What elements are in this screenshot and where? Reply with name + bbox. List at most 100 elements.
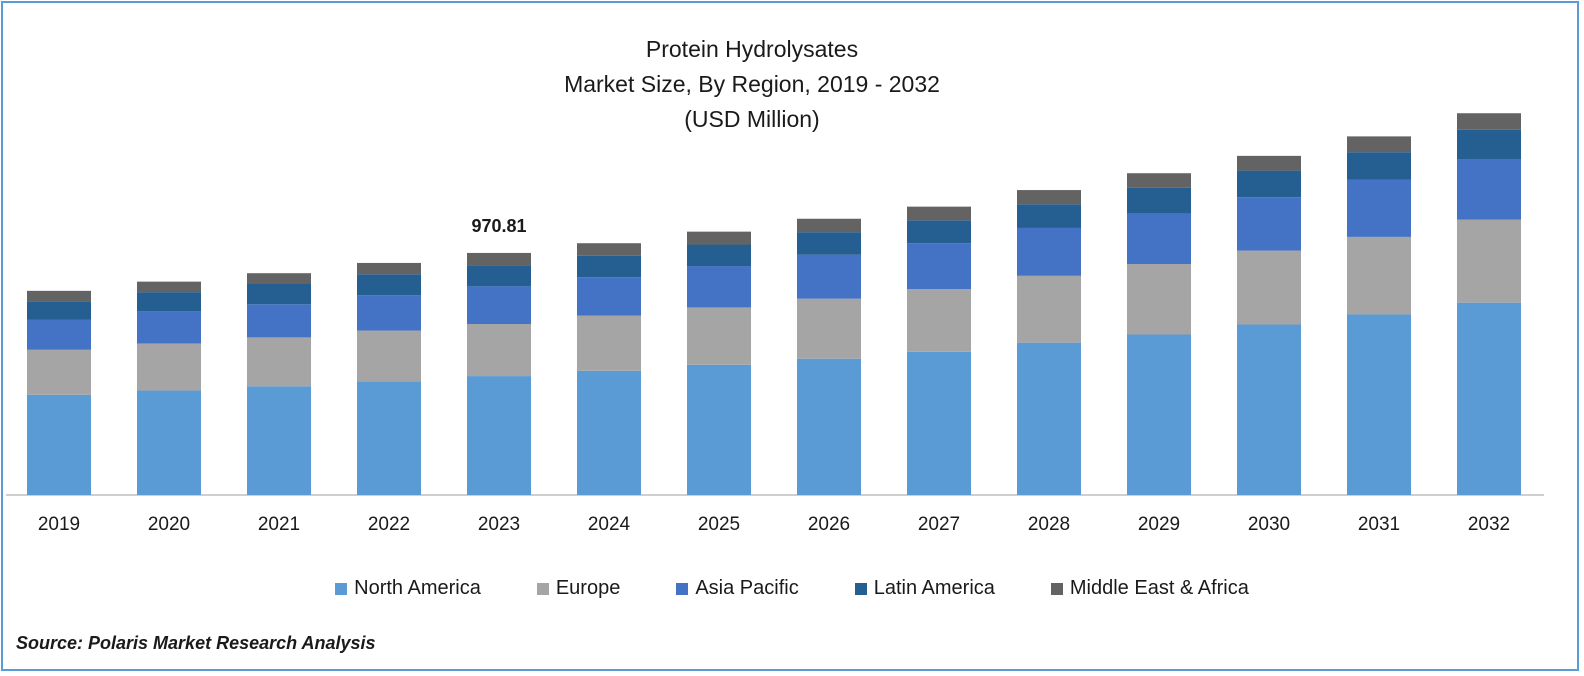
bar-segment-2028-asia-pacific <box>1017 227 1081 276</box>
legend-label: Latin America <box>873 577 995 599</box>
bar-segment-2030-middle-east-africa <box>1237 155 1301 171</box>
x-tick-label-2024: 2024 <box>588 514 631 535</box>
bar-segment-2028-latin-america <box>1017 204 1081 228</box>
legend-item-middle-east-africa: Middle East & Africa <box>1050 577 1249 600</box>
bar-segment-2032-middle-east-africa <box>1457 113 1521 130</box>
legend-swatch <box>676 582 689 595</box>
bar-segment-2019-middle-east-africa <box>27 290 91 302</box>
x-tick-label-2020: 2020 <box>148 514 190 535</box>
bar-segment-2031-latin-america <box>1347 152 1411 180</box>
legend-item-north-america: North America <box>335 577 481 600</box>
data-label-2023: 970.81 <box>471 216 526 236</box>
bar-segment-2021-middle-east-africa <box>247 273 311 284</box>
legend-swatch <box>1050 582 1063 595</box>
legend-label: Asia Pacific <box>695 577 799 599</box>
bar-segment-2030-latin-america <box>1237 170 1301 198</box>
bar-segment-2022-asia-pacific <box>357 295 421 331</box>
x-tick-label-2032: 2032 <box>1468 514 1510 535</box>
x-tick-label-2023: 2023 <box>478 514 520 535</box>
chart-title: Protein Hydrolysates <box>645 36 859 62</box>
x-tick-label-2022: 2022 <box>368 514 410 535</box>
x-tick-label-2027: 2027 <box>918 514 960 535</box>
legend-item-europe: Europe <box>536 577 621 600</box>
bar-segment-2020-asia-pacific <box>137 311 201 344</box>
bar-segment-2030-north-america <box>1237 324 1301 495</box>
legend-label: Middle East & Africa <box>1069 577 1249 599</box>
legend-item-asia-pacific: Asia Pacific <box>676 577 799 600</box>
bar-segment-2027-asia-pacific <box>907 243 971 289</box>
bar-segment-2023-asia-pacific <box>467 286 531 324</box>
bar-segment-2020-europe <box>137 343 201 391</box>
bar-segment-2025-europe <box>687 307 751 365</box>
bar-segment-2027-middle-east-africa <box>907 206 971 221</box>
bar-segment-2019-europe <box>27 349 91 395</box>
x-tick-label-2026: 2026 <box>808 514 850 535</box>
bar-segment-2019-asia-pacific <box>27 319 91 350</box>
bar-segment-2021-asia-pacific <box>247 304 311 338</box>
legend-swatch <box>536 582 549 595</box>
bar-segment-2032-north-america <box>1457 302 1521 495</box>
bar-segment-2019-north-america <box>27 394 91 495</box>
chart-subtitle-line-1: Market Size, By Region, 2019 - 2032 <box>564 71 940 97</box>
bar-segment-2023-europe <box>467 323 531 377</box>
bar-segment-2026-middle-east-africa <box>797 218 861 233</box>
bar-segment-2020-north-america <box>137 390 201 495</box>
bar-segment-2031-europe <box>1347 236 1411 315</box>
bar-segment-2019-latin-america <box>27 301 91 320</box>
bar-segment-2022-north-america <box>357 381 421 495</box>
bar-segment-2031-north-america <box>1347 314 1411 495</box>
legend-item-latin-america: Latin America <box>854 577 995 600</box>
chart-subtitle-line-2: (USD Million) <box>684 106 820 132</box>
bar-segment-2031-middle-east-africa <box>1347 136 1411 153</box>
bar-segment-2021-latin-america <box>247 283 311 305</box>
bar-segment-2023-middle-east-africa <box>467 252 531 266</box>
bar-segment-2022-europe <box>357 330 421 382</box>
bar-segment-2028-middle-east-africa <box>1017 190 1081 205</box>
bar-segment-2029-latin-america <box>1127 187 1191 214</box>
x-tick-label-2021: 2021 <box>258 514 300 535</box>
chart-title-block: Protein Hydrolysates Market Size, By Reg… <box>0 32 1504 137</box>
bar-segment-2029-middle-east-africa <box>1127 173 1191 188</box>
x-tick-label-2025: 2025 <box>698 514 740 535</box>
bar-segment-2025-north-america <box>687 364 751 495</box>
bar-segment-2024-latin-america <box>577 255 641 278</box>
legend-label: Europe <box>555 577 621 599</box>
x-tick-label-2029: 2029 <box>1138 514 1180 535</box>
bar-segment-2024-europe <box>577 315 641 371</box>
x-tick-label-2028: 2028 <box>1028 514 1070 535</box>
bar-segment-2028-europe <box>1017 275 1081 343</box>
bar-segment-2027-latin-america <box>907 220 971 244</box>
bar-segment-2026-north-america <box>797 358 861 495</box>
bar-segment-2020-middle-east-africa <box>137 281 201 293</box>
bar-segment-2032-asia-pacific <box>1457 159 1521 220</box>
x-tick-label-2019: 2019 <box>38 514 80 535</box>
bar-segment-2026-europe <box>797 298 861 359</box>
bar-segment-2023-latin-america <box>467 265 531 287</box>
bar-segment-2026-asia-pacific <box>797 254 861 299</box>
bar-segment-2025-asia-pacific <box>687 266 751 308</box>
bar-segment-2031-asia-pacific <box>1347 179 1411 237</box>
bar-segment-2021-north-america <box>247 386 311 495</box>
bar-segment-2029-europe <box>1127 263 1191 335</box>
bar-segment-2027-north-america <box>907 351 971 495</box>
bar-segment-2021-europe <box>247 337 311 387</box>
bar-segment-2029-asia-pacific <box>1127 213 1191 264</box>
bar-segment-2025-latin-america <box>687 244 751 267</box>
bar-segment-2030-asia-pacific <box>1237 197 1301 251</box>
bar-segment-2023-north-america <box>467 376 531 495</box>
bar-segment-2022-latin-america <box>357 274 421 296</box>
bar-segment-2022-middle-east-africa <box>357 262 421 275</box>
bar-segment-2032-latin-america <box>1457 129 1521 160</box>
legend-swatch <box>854 582 867 595</box>
bar-segment-2024-middle-east-africa <box>577 243 641 256</box>
legend-swatch <box>335 582 348 595</box>
bar-segment-2027-europe <box>907 288 971 352</box>
x-tick-label-2030: 2030 <box>1248 514 1290 535</box>
legend-label: North America <box>354 577 481 599</box>
bar-segment-2024-north-america <box>577 370 641 495</box>
source-note: Source: Polaris Market Research Analysis <box>16 633 376 653</box>
bar-segment-2032-europe <box>1457 219 1521 303</box>
bar-segment-2024-asia-pacific <box>577 277 641 316</box>
